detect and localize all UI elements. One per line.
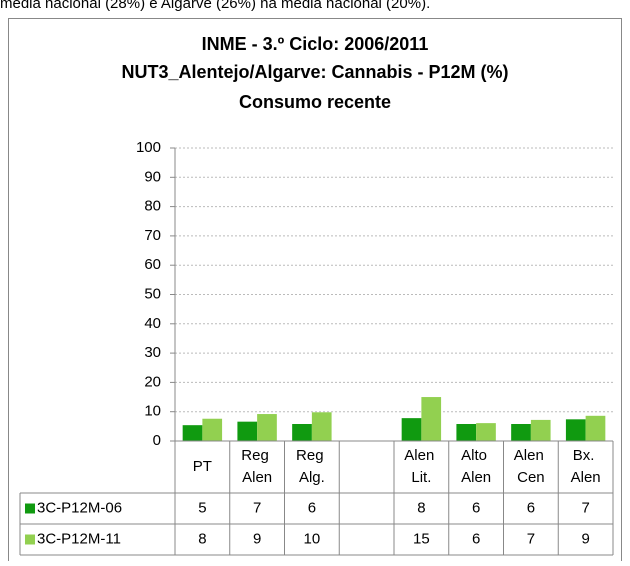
chart-frame xyxy=(8,18,622,566)
table-value: 15 xyxy=(413,530,430,547)
table-value: 7 xyxy=(527,530,535,547)
y-tick-label: 20 xyxy=(144,373,161,390)
x-tick-label: Reg Alg. xyxy=(296,447,328,486)
table-value: 5 xyxy=(198,499,206,516)
bar xyxy=(292,424,312,441)
legend-label: 3C-P12M-06 xyxy=(37,499,122,516)
x-tick-label: Alen Cen xyxy=(514,447,548,486)
bar xyxy=(182,425,203,441)
table-value: 6 xyxy=(527,499,535,516)
y-tick-label: 30 xyxy=(144,344,161,361)
x-tick-label: Bx. Alen xyxy=(571,447,601,486)
y-tick-label: 60 xyxy=(144,256,161,273)
y-tick-label: 0 xyxy=(153,432,161,449)
legend-swatch xyxy=(25,503,35,514)
y-tick-label: 70 xyxy=(144,227,161,244)
table-value: 7 xyxy=(253,499,261,516)
legend-label: 3C-P12M-11 xyxy=(37,530,121,547)
bar xyxy=(311,412,332,441)
x-tick-label: Reg Alen xyxy=(241,447,273,486)
caption: média nacional (28%) e Algarve (26%) na … xyxy=(0,0,430,12)
table-value: 8 xyxy=(417,499,425,516)
table-value: 7 xyxy=(581,499,589,516)
y-tick-label: 100 xyxy=(136,139,161,156)
y-tick-label: 10 xyxy=(144,403,161,420)
y-tick-label: 40 xyxy=(144,315,161,332)
x-tick-label: Alto Alen xyxy=(461,447,491,486)
bar xyxy=(421,397,442,441)
chart-title: NUT3_Alentejo/Algarve: Cannabis - P12M (… xyxy=(121,62,508,82)
bar xyxy=(565,419,586,441)
bar xyxy=(456,424,477,441)
bar xyxy=(511,424,531,441)
table-value: 6 xyxy=(472,530,480,547)
table-value: 10 xyxy=(304,530,321,547)
bar xyxy=(476,423,496,441)
bar xyxy=(257,414,277,441)
table-value: 9 xyxy=(581,530,589,547)
chart-title: Consumo recente xyxy=(239,92,391,112)
bar xyxy=(237,421,258,441)
bar xyxy=(530,419,551,441)
table-value: 6 xyxy=(308,499,316,516)
table-value: 6 xyxy=(472,499,480,516)
bar xyxy=(585,415,606,441)
bar xyxy=(202,418,223,441)
table-value: 8 xyxy=(198,530,206,547)
x-tick-label: Alen Lit. xyxy=(404,447,438,486)
table-value: 9 xyxy=(253,530,261,547)
bar xyxy=(401,418,422,441)
chart-title: INME - 3.º Ciclo: 2006/2011 xyxy=(202,34,429,54)
y-tick-label: 90 xyxy=(144,168,161,185)
legend-swatch xyxy=(25,534,35,545)
x-tick-label: PT xyxy=(193,458,212,475)
y-tick-label: 80 xyxy=(144,198,161,215)
y-tick-label: 50 xyxy=(144,285,161,302)
